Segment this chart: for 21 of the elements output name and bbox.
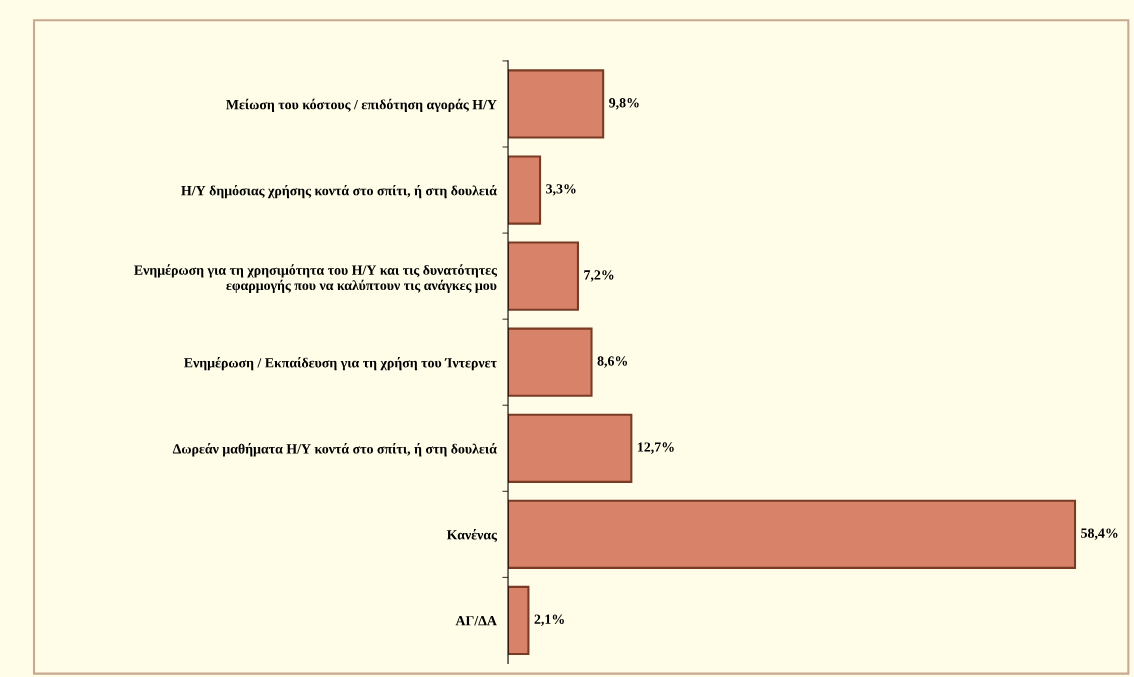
data-label: 58,4% bbox=[1081, 528, 1118, 540]
y-tick-label: Ενημέρωση για τη χρησιμότητα του Η/Υ και τις δυνατότητες εφαρμογής που να καλύπτουν τις ανάγκες μου bbox=[134, 264, 498, 293]
data-label: 9,8% bbox=[609, 98, 639, 110]
bar bbox=[508, 327, 593, 397]
bar bbox=[508, 585, 530, 656]
y-tick-label: Δωρεάν μαθήματα Η/Υ κοντά στο σπίτι, ή στη δουλειά bbox=[172, 443, 497, 457]
bar bbox=[508, 499, 1077, 569]
y-tick-label: Κανένας bbox=[446, 529, 498, 542]
data-label: 12,7% bbox=[638, 442, 674, 454]
data-label: 8,6% bbox=[597, 356, 628, 368]
y-tick-label: Ενημέρωση / Εκπαίδευση για τη χρήση του Ίντερνετ bbox=[184, 357, 497, 371]
bar bbox=[508, 413, 633, 483]
y-tick-label: Μείωση του κόστους / επιδότηση αγοράς Η/Υ bbox=[226, 98, 497, 113]
data-label: 2,1% bbox=[534, 614, 564, 626]
data-label: 7,2% bbox=[584, 270, 614, 282]
bar bbox=[508, 241, 579, 311]
bar bbox=[508, 69, 605, 139]
y-tick-label: Η/Υ δημόσιας χρήσης κοντά στο σπίτι, ή στη δουλειά bbox=[181, 184, 497, 199]
y-tick-label: ΑΓ/ΔΑ bbox=[455, 616, 497, 626]
bar bbox=[508, 155, 542, 225]
data-label: 3,3% bbox=[546, 184, 576, 196]
